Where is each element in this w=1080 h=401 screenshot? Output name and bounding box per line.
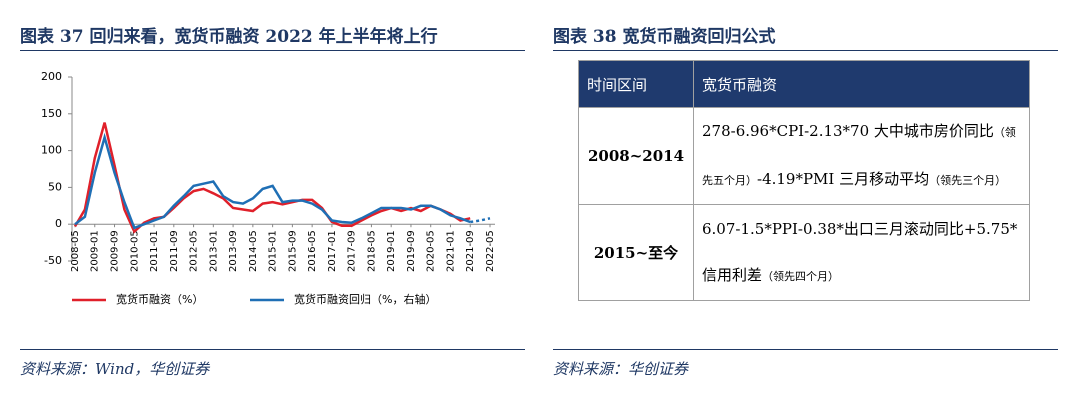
header-cell: 宽货币融资 bbox=[693, 60, 1030, 108]
x-tick-label: 2022-05 bbox=[485, 230, 496, 272]
source-note: 资料来源：华创证券 bbox=[553, 360, 689, 378]
row: 2008~2014 278-6.96*CPI-2.13*70 大中城市房价同比（… bbox=[578, 107, 1030, 205]
x-tick-label: 2016-05 bbox=[307, 230, 318, 272]
chart: -50 0 50 100 150 200 2008-05 2009-01 2009-09 2010… bbox=[41, 70, 496, 306]
y-tick-label: -50 bbox=[44, 254, 62, 267]
series-line bbox=[74, 132, 471, 230]
y-tick-label: 150 bbox=[41, 107, 62, 120]
x-tick-label: 2014-05 bbox=[248, 230, 259, 272]
formula-cell: 278-6.96*CPI-2.13*70 大中城市房价同比（领先五个月）-4.1… bbox=[693, 107, 1030, 205]
header-row: 时间区间 宽货币融资 bbox=[578, 60, 1030, 108]
chart-title: 图表 37 回归来看，宽货币融资 2022 年上半年将上行 bbox=[20, 27, 438, 47]
x-tick-label: 2021-09 bbox=[465, 230, 476, 272]
x-tick-label: 2008-05 bbox=[70, 230, 81, 272]
x-tick-label: 2021-01 bbox=[445, 230, 456, 272]
x-tick-label: 2009-09 bbox=[110, 230, 121, 272]
title-rule bbox=[20, 50, 525, 51]
y-tick-label: 200 bbox=[41, 70, 62, 83]
x-tick-label: 2009-01 bbox=[90, 230, 101, 272]
legend-label: 宽货币融资（%） bbox=[116, 292, 203, 306]
formula-cell: 6.07-1.5*PPI-0.38*出口三月滚动同比+5.75*信用利差（领先四… bbox=[693, 204, 1030, 301]
source-note: 资料来源：Wind，华创证券 bbox=[20, 360, 210, 378]
x-tick-label: 2012-05 bbox=[189, 230, 200, 272]
x-tick-label: 2019-09 bbox=[406, 230, 417, 272]
formula-note: （领先四个月） bbox=[762, 269, 840, 283]
x-tick-label: 2013-01 bbox=[208, 230, 219, 272]
formula-note: （领先三个月） bbox=[929, 174, 1007, 187]
x-tick-label: 2015-01 bbox=[268, 230, 279, 272]
x-tick-label: 2013-09 bbox=[228, 230, 239, 272]
formula-table: 时间区间 宽货币融资 2008~2014 278-6.96*CPI-2.13*7… bbox=[578, 60, 1030, 301]
x-tick-label: 2020-05 bbox=[426, 230, 437, 272]
x-tick-label: 2019-01 bbox=[386, 230, 397, 272]
legend-label: 宽货币融资回归（%，右轴） bbox=[294, 292, 436, 306]
y-tick-label: 0 bbox=[55, 217, 62, 230]
x-tick-label: 2011-01 bbox=[149, 230, 160, 272]
footer-rule bbox=[20, 349, 525, 350]
x-tick-label: 2017-01 bbox=[327, 230, 338, 272]
formula-text: 6.07-1.5*PPI-0.38*出口三月滚动同比+5.75*信用利差 bbox=[702, 219, 1018, 284]
formula-text: -4.19*PMI 三月移动平均 bbox=[757, 170, 930, 188]
period-cell: 2008~2014 bbox=[578, 107, 694, 205]
row: 2015~至今 6.07-1.5*PPI-0.38*出口三月滚动同比+5.75*… bbox=[578, 204, 1030, 301]
y-tick-label: 100 bbox=[41, 144, 62, 157]
x-tick-label: 2011-09 bbox=[169, 230, 180, 272]
series-line bbox=[73, 122, 471, 234]
title-rule bbox=[553, 50, 1058, 51]
x-tick-label: 2015-09 bbox=[287, 230, 298, 272]
header-cell: 时间区间 bbox=[578, 60, 694, 108]
x-tick-label: 2017-09 bbox=[347, 230, 358, 272]
x-tick-label: 2018-05 bbox=[366, 230, 377, 272]
table-title: 图表 38 宽货币融资回归公式 bbox=[553, 27, 776, 47]
formula-text: 278-6.96*CPI-2.13*70 大中城市房价同比 bbox=[702, 122, 994, 140]
footer-rule bbox=[553, 349, 1058, 350]
y-tick-label: 50 bbox=[48, 180, 62, 193]
formula-note: （领先五个月） bbox=[702, 126, 1016, 187]
x-tick-label: 2010-05 bbox=[129, 230, 140, 272]
period-cell: 2015~至今 bbox=[578, 204, 694, 301]
series-line bbox=[470, 217, 491, 224]
